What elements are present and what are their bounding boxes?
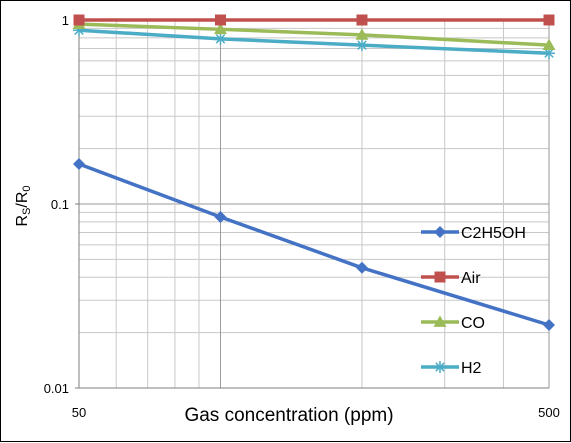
y-tick-label: 0.1 [51,197,69,212]
legend-entry-c2h5oh: C2H5OH [421,225,526,242]
series-c2h5oh [73,157,555,331]
data-point-air [73,14,85,26]
data-point-air [543,14,555,26]
data-point-c2h5oh [543,318,555,331]
y-axis-title-main: R [14,215,31,227]
legend-marker-air [434,271,446,283]
data-point-c2h5oh [214,210,227,223]
x-tick-label: 500 [538,405,560,420]
y-axis-title-mid: /R [14,192,31,208]
legend-label-air: Air [461,270,481,287]
legend-entry-h2: H2 [421,360,482,377]
data-point-h2 [355,39,368,52]
series-co [72,17,556,51]
data-point-co [542,38,556,51]
series-layer [72,14,556,331]
data-point-co [213,22,227,35]
legend-marker-h2 [434,361,446,373]
series-air [73,14,555,26]
legend-marker-co [433,315,447,327]
data-point-c2h5oh [355,261,368,274]
data-point-h2 [214,32,227,45]
x-tick-label: 50 [72,405,86,420]
x-axis-title: Gas concentration (ppm) [184,405,393,426]
legend-label-co: CO [461,315,485,332]
data-point-air [214,14,226,26]
series-line-c2h5oh [78,162,550,327]
y-axis-title: RS/R0 [14,185,33,226]
y-tick-label: 1 [62,13,69,28]
legend-label-h2: H2 [461,360,482,377]
legend-layer: C2H5OH Air CO H2 [421,225,526,377]
y-axis-title-sub1: S [21,208,33,215]
legend-entry-air: Air [421,270,481,287]
grid-layer [79,19,549,389]
series-line-co [78,22,550,47]
legend-marker-c2h5oh [434,226,446,238]
legend-label-c2h5oh: C2H5OH [461,225,526,242]
data-point-co [355,28,369,40]
data-point-air [356,14,368,26]
y-tick-label: 0.01 [44,381,69,396]
series-line-h2 [78,28,550,55]
data-point-c2h5oh [73,157,85,170]
y-axis-title-sub2: 0 [21,185,33,191]
legend-entry-co: CO [421,315,485,332]
